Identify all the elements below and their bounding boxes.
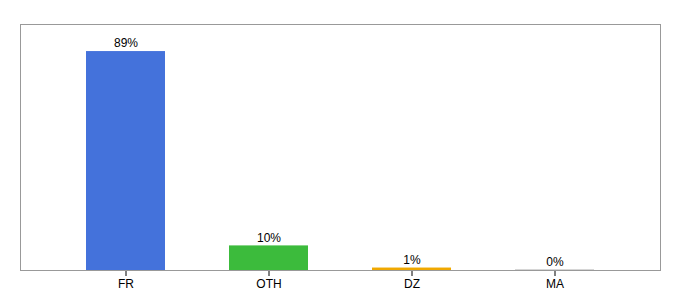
svg-text:FR: FR [118, 277, 134, 291]
svg-text:10%: 10% [257, 231, 281, 245]
svg-text:1%: 1% [403, 253, 421, 267]
svg-text:OTH: OTH [256, 277, 281, 291]
svg-text:0%: 0% [546, 255, 564, 269]
svg-text:DZ: DZ [404, 277, 420, 291]
svg-text:89%: 89% [114, 36, 138, 50]
svg-text:MA: MA [546, 277, 564, 291]
